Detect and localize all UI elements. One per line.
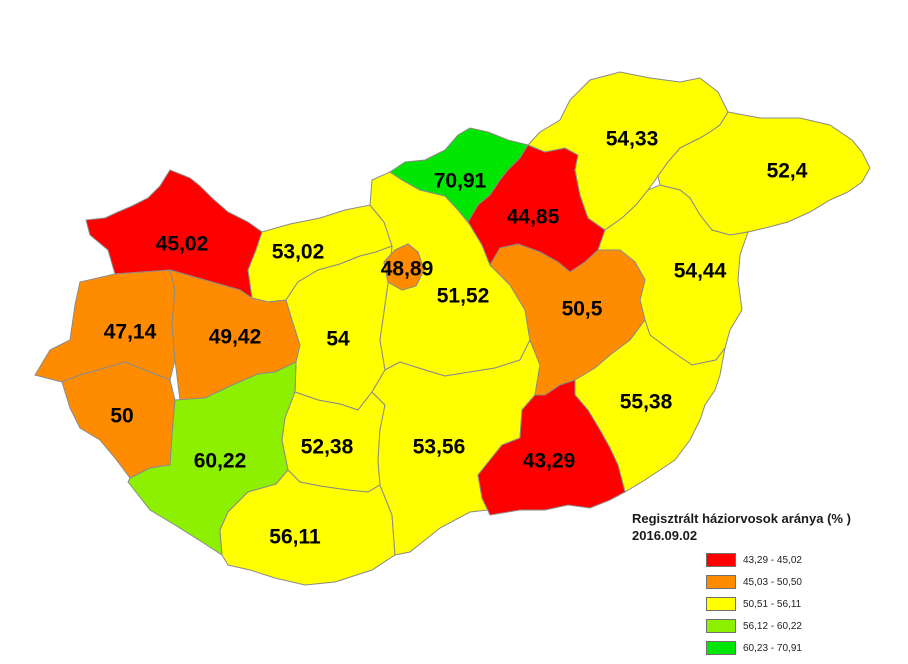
county-value-labels: 45,02 53,02 47,14 49,42 54 50 60,22 52,38 56,11 4…	[104, 128, 808, 549]
region-budapest	[383, 243, 425, 291]
region-value-csongrad: 43,29	[523, 450, 576, 473]
legend-title-block: Regisztrált háziorvosok aránya (% ) 2016…	[632, 510, 851, 544]
region-value-nograd: 70,91	[434, 170, 487, 193]
region-value-komarom-esztergom: 53,02	[272, 241, 325, 264]
region-value-jasz-nagykun-szolnok: 50,5	[562, 298, 603, 321]
legend-item: 56,12 - 60,22	[706, 615, 802, 637]
legend-item: 60,23 - 70,91	[706, 637, 802, 659]
region-value-szabolcs-szatmar-bereg: 52,4	[767, 160, 808, 183]
region-value-veszprem: 49,42	[209, 326, 262, 349]
region-value-bekes: 55,38	[620, 391, 673, 414]
legend-date: 2016.09.02	[632, 528, 698, 543]
region-value-borsod-abauj-zemplen: 54,33	[606, 128, 659, 151]
region-value-zala: 50	[110, 405, 133, 428]
legend-item: 50,51 - 56,11	[706, 593, 802, 615]
legend-label: 45,03 - 50,50	[743, 576, 802, 588]
region-value-gyor-moson-sopron: 45,02	[156, 233, 209, 256]
region-value-baranya: 56,11	[269, 526, 321, 549]
county-regions	[34, 71, 871, 586]
legend-label: 60,23 - 70,91	[743, 642, 802, 654]
legend: 43,29 - 45,02 45,03 - 50,50 50,51 - 56,11 5…	[706, 549, 802, 659]
region-value-tolna: 52,38	[301, 436, 354, 459]
region-value-somogy: 60,22	[194, 450, 247, 473]
legend-label: 43,29 - 45,02	[743, 554, 802, 566]
legend-item: 43,29 - 45,02	[706, 549, 802, 571]
legend-swatch	[706, 641, 736, 655]
legend-title: Regisztrált háziorvosok aránya (% )	[632, 511, 851, 526]
region-csongrad	[477, 379, 626, 516]
region-value-hajdu-bihar: 54,44	[674, 260, 727, 283]
legend-swatch	[706, 619, 736, 633]
legend-label: 56,12 - 60,22	[743, 620, 802, 632]
legend-swatch	[706, 575, 736, 589]
region-value-budapest: 48,89	[381, 258, 434, 281]
legend-label: 50,51 - 56,11	[743, 598, 802, 610]
region-value-heves: 44,85	[507, 206, 560, 229]
region-value-pest: 51,52	[437, 285, 490, 308]
region-value-vas: 47,14	[104, 321, 157, 344]
region-value-fejer: 54	[326, 328, 350, 351]
legend-swatch	[706, 553, 736, 567]
legend-swatch	[706, 597, 736, 611]
legend-item: 45,03 - 50,50	[706, 571, 802, 593]
region-value-bacs-kiskun: 53,56	[413, 436, 466, 459]
